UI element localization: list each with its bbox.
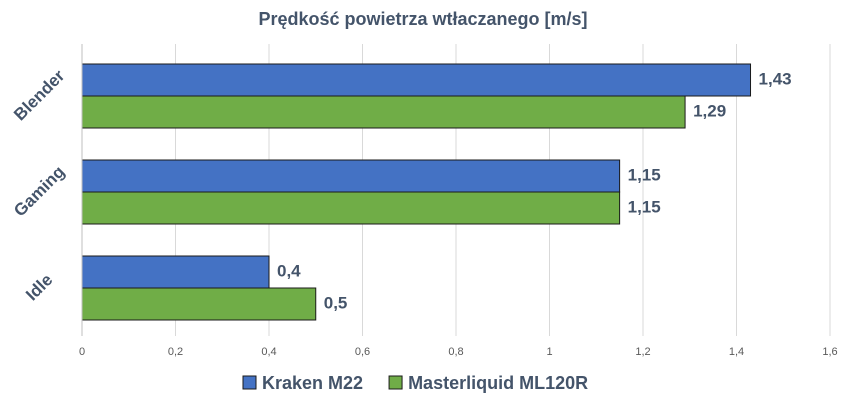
bar — [81, 95, 686, 129]
bar — [81, 159, 621, 193]
data-label: 1,15 — [628, 197, 661, 216]
x-tick-label: 0,2 — [168, 346, 183, 358]
x-tick-label: 0,4 — [261, 346, 276, 358]
bar — [81, 255, 270, 289]
x-tick-label: 1,6 — [822, 346, 837, 358]
data-label: 1,15 — [628, 165, 661, 184]
data-label: 1,29 — [693, 101, 726, 120]
y-tick-label: Idle — [22, 270, 56, 304]
chart-title: Prędkość powietrza wtłaczanego [m/s] — [258, 9, 587, 29]
bar — [81, 191, 621, 225]
y-tick-label: Gaming — [10, 162, 68, 220]
x-tick-label: 1 — [546, 346, 552, 358]
legend-label: Kraken M22 — [262, 373, 363, 393]
legend-swatch — [388, 375, 403, 390]
x-tick-label: 0,6 — [355, 346, 370, 358]
y-tick-label: Blender — [10, 66, 68, 124]
legend-label: Masterliquid ML120R — [408, 373, 588, 393]
bar — [81, 287, 317, 321]
data-label: 0,5 — [324, 293, 348, 312]
data-label: 0,4 — [277, 261, 301, 280]
x-tick-label: 1,4 — [729, 346, 744, 358]
legend-swatch — [242, 375, 257, 390]
x-tick-label: 0,8 — [448, 346, 463, 358]
x-tick-label: 1,2 — [635, 346, 650, 358]
x-tick-label: 0 — [79, 346, 85, 358]
data-label: 1,43 — [759, 69, 792, 88]
bar — [81, 63, 752, 97]
